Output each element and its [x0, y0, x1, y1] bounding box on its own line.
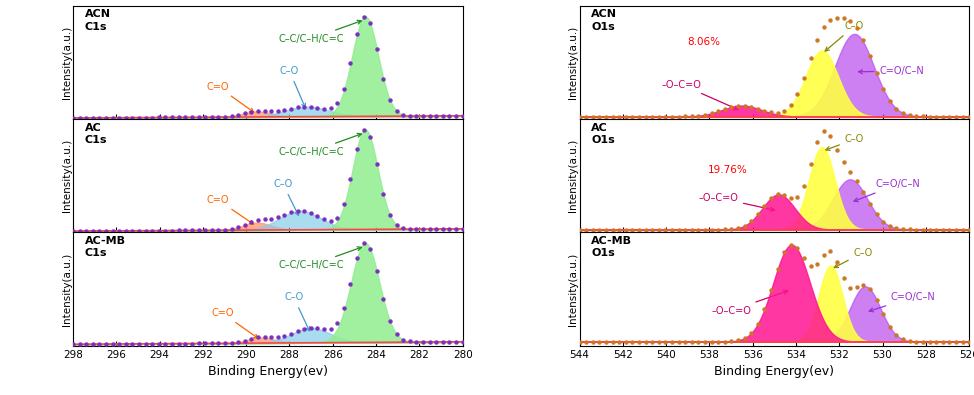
Text: AC-MB
O1s: AC-MB O1s	[591, 236, 632, 258]
Text: ACN
C1s: ACN C1s	[85, 9, 111, 32]
Text: C–C/C–H/C=C: C–C/C–H/C=C	[279, 247, 361, 270]
Text: C=O: C=O	[211, 308, 258, 338]
Y-axis label: Intensity(a.u.): Intensity(a.u.)	[61, 139, 72, 213]
Text: C=O: C=O	[206, 82, 253, 112]
Text: C=O/C–N: C=O/C–N	[859, 66, 924, 76]
Text: C–O: C–O	[274, 179, 298, 215]
Text: AC-MB
C1s: AC-MB C1s	[85, 236, 126, 258]
X-axis label: Binding Energy(ev): Binding Energy(ev)	[207, 365, 328, 378]
Y-axis label: Intensity(a.u.): Intensity(a.u.)	[61, 26, 72, 99]
Text: C–C/C–H/C=C: C–C/C–H/C=C	[279, 134, 361, 157]
Text: –O–C=O: –O–C=O	[661, 79, 738, 110]
Y-axis label: Intensity(a.u.): Intensity(a.u.)	[568, 26, 579, 99]
Y-axis label: Intensity(a.u.): Intensity(a.u.)	[568, 252, 579, 325]
Text: C–C/C–H/C=C: C–C/C–H/C=C	[279, 20, 361, 44]
Text: 8.06%: 8.06%	[688, 37, 721, 47]
Text: C=O/C–N: C=O/C–N	[869, 292, 935, 312]
Text: AC
C1s: AC C1s	[85, 122, 107, 145]
Text: C–O: C–O	[825, 21, 864, 51]
Y-axis label: Intensity(a.u.): Intensity(a.u.)	[568, 139, 579, 213]
Text: C–O: C–O	[280, 66, 306, 107]
Text: –O–C=O: –O–C=O	[698, 193, 774, 211]
Text: C=O: C=O	[206, 195, 253, 224]
Text: AC
O1s: AC O1s	[591, 122, 615, 145]
Text: C–O: C–O	[284, 292, 310, 331]
Y-axis label: Intensity(a.u.): Intensity(a.u.)	[61, 252, 72, 325]
Text: –O–C=O: –O–C=O	[711, 290, 788, 316]
X-axis label: Binding Energy(ev): Binding Energy(ev)	[714, 365, 835, 378]
Text: C–O: C–O	[826, 134, 864, 150]
Text: 19.76%: 19.76%	[708, 165, 747, 175]
Text: C–O: C–O	[835, 248, 873, 267]
Text: ACN
O1s: ACN O1s	[591, 9, 618, 32]
Text: C=O/C–N: C=O/C–N	[854, 179, 920, 201]
